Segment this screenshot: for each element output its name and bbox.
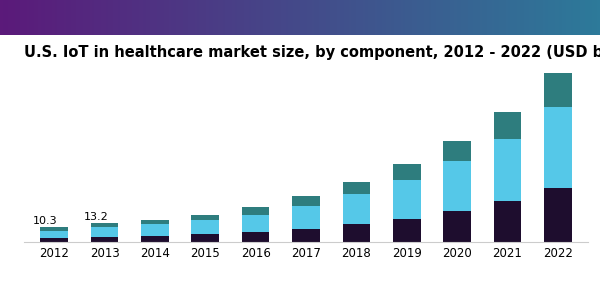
Legend: Medical Devices, System and software, Services: Medical Devices, System and software, Se… [119,292,493,295]
Bar [292,229,320,242]
Bar [544,107,572,188]
Bar [242,207,269,214]
Bar [141,236,169,242]
Bar [191,220,219,234]
Bar [343,182,370,194]
Bar [443,141,471,161]
Bar [494,112,521,139]
Bar [443,161,471,211]
Bar [141,224,169,236]
Text: 13.2: 13.2 [83,212,108,222]
Bar [191,234,219,242]
Bar [343,194,370,224]
Bar [242,232,269,242]
Bar [393,164,421,180]
Bar [292,206,320,229]
Bar [544,188,572,242]
Bar [494,139,521,201]
Bar [242,214,269,232]
Bar [191,215,219,220]
Bar [91,237,118,242]
Bar [91,227,118,237]
Bar [393,219,421,242]
Bar [494,201,521,242]
Bar [141,220,169,224]
Bar [40,227,68,231]
Text: U.S. IoT in healthcare market size, by component, 2012 - 2022 (USD billion): U.S. IoT in healthcare market size, by c… [24,45,600,60]
Bar [40,238,68,242]
Bar [544,73,572,107]
Text: 10.3: 10.3 [33,216,58,226]
Bar [40,231,68,238]
Bar [91,223,118,227]
Bar [343,224,370,242]
Bar [393,180,421,219]
Bar [443,211,471,242]
Bar [292,196,320,206]
